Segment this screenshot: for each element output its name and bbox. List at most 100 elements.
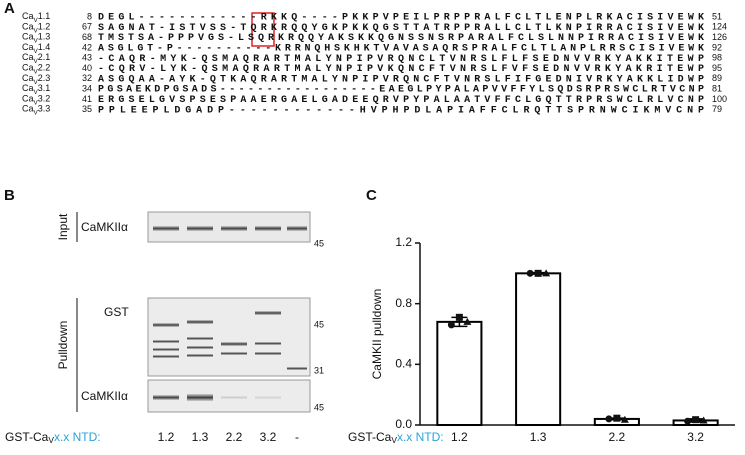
lane-label: 2.2 (226, 430, 243, 444)
seq-name-sub: V (34, 27, 39, 34)
seq-name-sub: V (34, 17, 39, 24)
seq-name: CaV3.3 (22, 104, 50, 116)
seq-end: 89 (712, 73, 722, 83)
seq-name-sub: V (34, 68, 39, 75)
lane-label: 1.2 (158, 430, 175, 444)
data-point (684, 417, 692, 425)
x-tick-label: 3.2 (687, 430, 704, 444)
seq-name-sub: V (34, 109, 39, 116)
panel-label: B (4, 187, 15, 204)
seq-name-rest: 2.3 (38, 73, 51, 83)
seq-name-sub: V (34, 89, 39, 96)
lane-title: GST-CaVx.x NTD: (5, 430, 101, 445)
x-axis-label-prefix: GST-Ca (348, 430, 392, 444)
data-point (455, 313, 463, 321)
seq-start: 41 (82, 94, 92, 104)
seq-end: 92 (712, 42, 722, 52)
gst-blot (147, 297, 311, 377)
seq-name-prefix: Ca (22, 73, 34, 83)
seq-name: CaV3.2 (22, 94, 50, 106)
lane-title-sub: V (48, 435, 54, 445)
seq-start: 40 (82, 63, 92, 73)
pulldown-label: Pulldown (56, 321, 70, 370)
x-axis-label-rest: x.x NTD: (397, 430, 444, 444)
mw-marker: 45 (314, 238, 324, 248)
data-point (699, 416, 708, 424)
seq-name-rest: 3.3 (38, 104, 51, 114)
data-point (534, 269, 542, 277)
seq: -CAQR-MYK-QSMAQRARTMALYNPIPVRQNCLTVNRSLF… (98, 54, 704, 65)
bar (436, 320, 483, 426)
seq-name-prefix: Ca (22, 63, 34, 73)
seq-start: 42 (82, 42, 92, 52)
x-tick-label: 1.2 (451, 430, 468, 444)
seq-start: 8 (87, 11, 92, 21)
seq-start: 32 (82, 73, 92, 83)
seq-name-prefix: Ca (22, 53, 34, 63)
mw-marker: 45 (314, 402, 324, 412)
highlight-box (251, 12, 275, 47)
seq: TMSTSA-PPPVGS-LSQRKRQQYAKSKKQGNSSNSRPARA… (98, 33, 704, 44)
seq-name-rest: 1.1 (38, 11, 51, 21)
seq-end: 126 (712, 32, 727, 42)
y-tick-label: 0.0 (395, 417, 412, 431)
seq-start: 34 (82, 83, 92, 93)
y-axis-label: CaMKII pulldown (370, 289, 384, 380)
y-tick-label: 1.2 (395, 235, 412, 249)
y-tick-label: 0.8 (395, 296, 412, 310)
seq-name-rest: 1.4 (38, 42, 51, 52)
seq-name-rest: 2.1 (38, 53, 51, 63)
seq-end: 79 (712, 104, 722, 114)
data-point (605, 415, 613, 423)
lane-label: - (295, 430, 299, 444)
data-point (463, 317, 472, 325)
seq-name-prefix: Ca (22, 32, 34, 42)
data-point (692, 416, 700, 424)
panel-label: C (366, 187, 377, 204)
seq-name: CaV3.1 (22, 83, 50, 95)
data-point (613, 414, 621, 422)
seq-name: CaV2.1 (22, 53, 50, 65)
seq-name-rest: 3.1 (38, 83, 51, 93)
seq-name-sub: V (34, 48, 39, 55)
seq-name-prefix: Ca (22, 42, 34, 52)
seq-name-sub: V (34, 37, 39, 44)
seq-name-prefix: Ca (22, 83, 34, 93)
data-point (542, 269, 551, 277)
seq-name-rest: 1.2 (38, 22, 51, 32)
seq-name: CaV1.2 (22, 22, 50, 34)
seq: PGSAEKDPGSADS-----------------EAEGLPYPAL… (98, 85, 704, 96)
seq-name-rest: 1.3 (38, 32, 51, 42)
seq-name: CaV1.1 (22, 11, 50, 23)
lane-title-rest: x.x NTD: (54, 430, 101, 444)
seq: -CQRV-LYK-QSMAQRARTMALYNPIPVKQNCFTVNRSLF… (98, 64, 704, 75)
seq-start: 67 (82, 22, 92, 32)
seq-start: 68 (82, 32, 92, 42)
data-point (620, 415, 629, 423)
seq-name: CaV2.2 (22, 63, 50, 75)
mw-marker: 45 (314, 319, 324, 329)
x-tick-label: 1.3 (530, 430, 547, 444)
seq: PPLEEPLDGADP------------HVPHPDLAPIAFFCLR… (98, 105, 704, 116)
seq-name: CaV1.4 (22, 42, 50, 54)
seq-start: 35 (82, 104, 92, 114)
seq-end: 98 (712, 53, 722, 63)
seq-name-sub: V (34, 58, 39, 65)
panel-label: A (4, 0, 15, 17)
seq-end: 100 (712, 94, 727, 104)
protein-label: CaMKIIα (81, 220, 128, 234)
seq-end: 51 (712, 11, 722, 21)
seq-name-prefix: Ca (22, 11, 34, 21)
seq-end: 81 (712, 83, 722, 93)
seq-name-rest: 2.2 (38, 63, 51, 73)
seq-end: 95 (712, 63, 722, 73)
lane-title-prefix: GST-Ca (5, 430, 49, 444)
seq-start: 43 (82, 53, 92, 63)
seq-name-prefix: Ca (22, 22, 34, 32)
protein-label: GST (104, 305, 129, 319)
y-tick-label: 0.4 (395, 357, 412, 371)
seq-name-prefix: Ca (22, 94, 34, 104)
mw-marker: 31 (314, 365, 324, 375)
seq-name: CaV1.3 (22, 32, 50, 44)
